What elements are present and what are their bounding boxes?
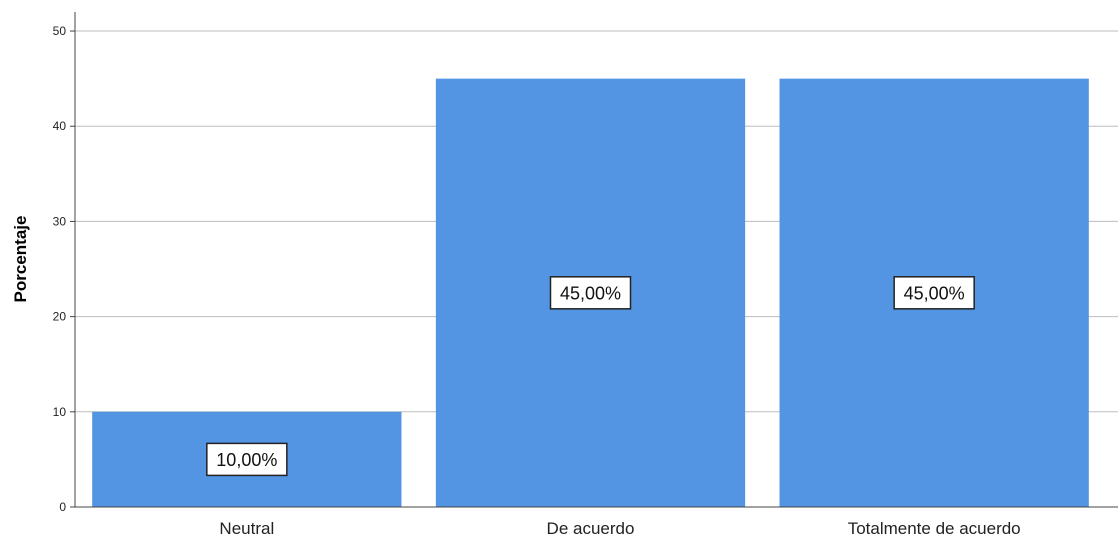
y-tick-labels: 0 10 20 30 40 50 <box>53 24 75 514</box>
x-category-label: De acuerdo <box>547 519 635 538</box>
data-label-text: 10,00% <box>216 450 277 470</box>
x-category-label: Neutral <box>219 519 274 538</box>
axes <box>74 12 1118 508</box>
x-category-labels: Neutral De acuerdo Totalmente de acuerdo <box>219 519 1020 538</box>
y-tick-label: 50 <box>53 24 67 38</box>
y-tick-label: 10 <box>53 405 67 419</box>
data-label: 45,00% <box>549 276 632 310</box>
data-label-box <box>206 442 288 477</box>
y-axis-label: Porcentaje <box>11 216 30 303</box>
data-label: 45,00% <box>893 276 975 310</box>
data-label-text: 45,00% <box>560 283 621 303</box>
y-tick-label: 0 <box>59 500 66 514</box>
y-tick-label: 40 <box>53 119 67 133</box>
data-label-box <box>893 276 975 310</box>
data-labels: 10,00% 45,00% 45,00% <box>206 276 975 477</box>
data-label: 10,00% <box>206 442 288 477</box>
y-tick-label: 30 <box>53 214 67 228</box>
data-label-box <box>549 276 632 310</box>
data-label-text: 45,00% <box>904 283 965 303</box>
x-category-label: Totalmente de acuerdo <box>848 519 1021 538</box>
y-tick-label: 20 <box>53 310 67 324</box>
